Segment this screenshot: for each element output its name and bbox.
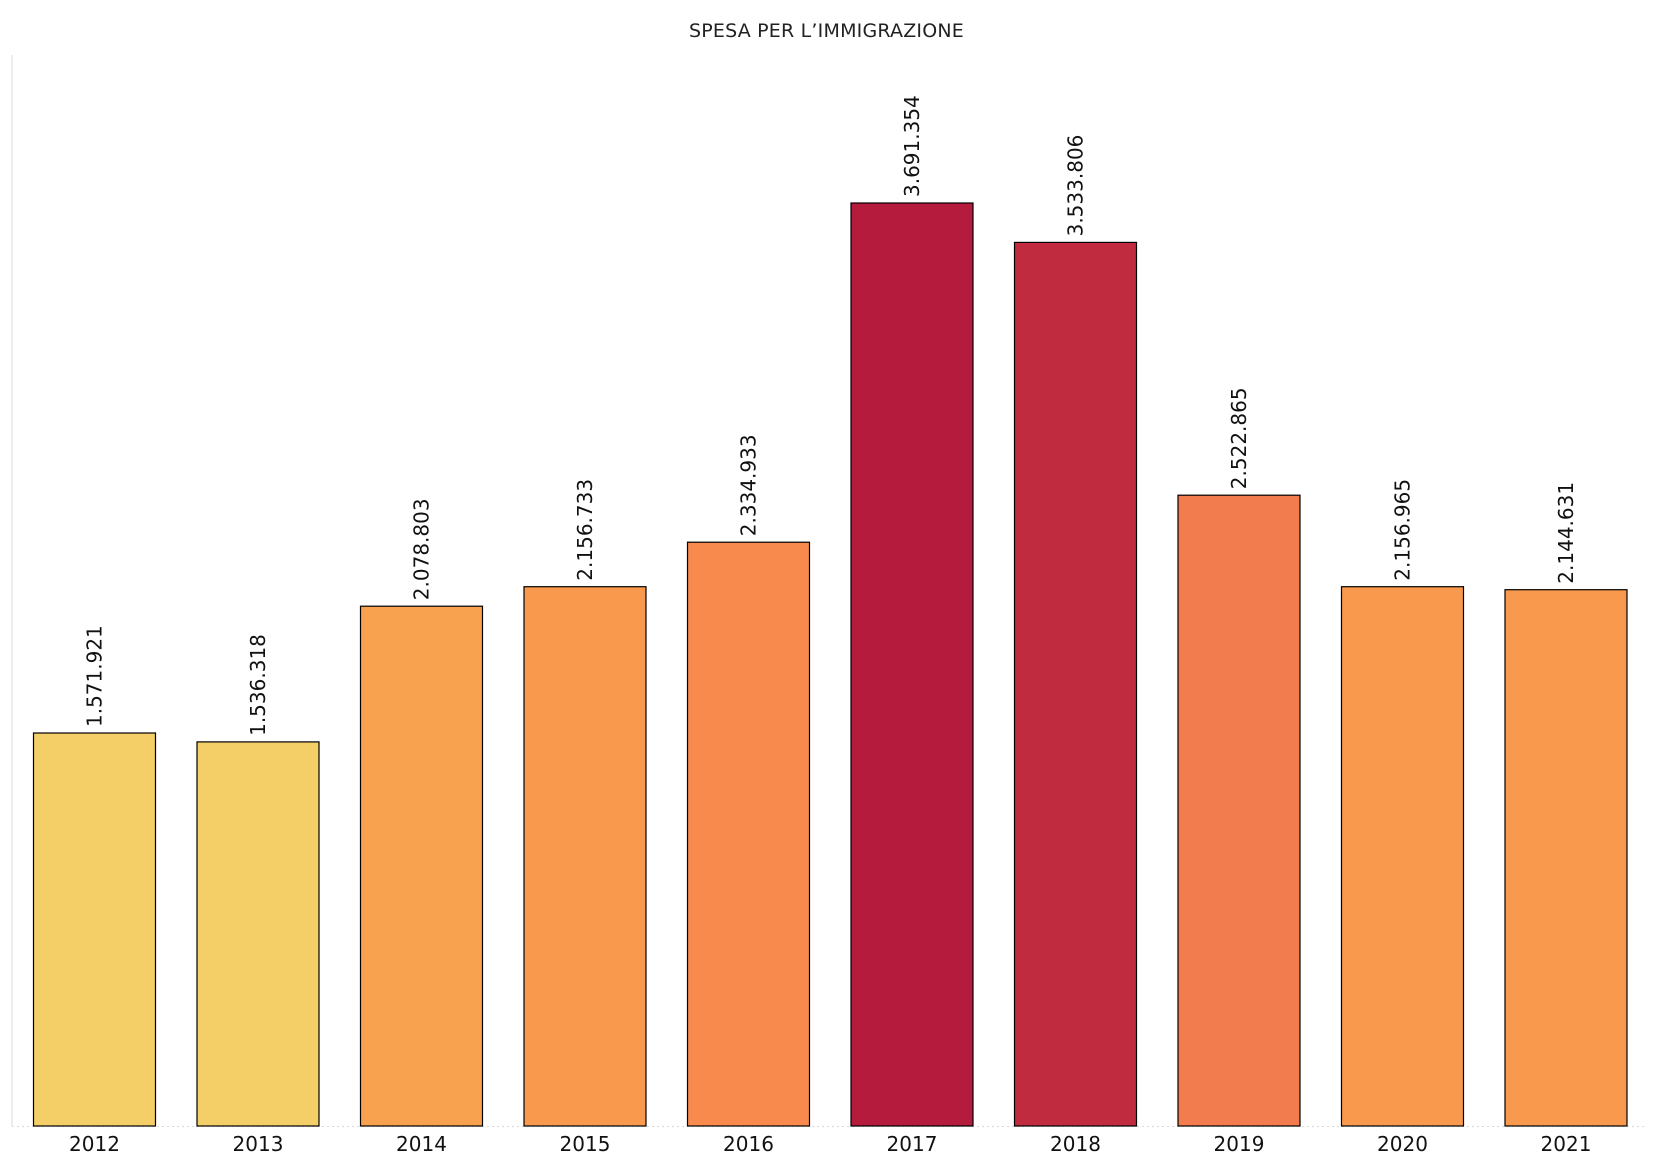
bar-2020 xyxy=(1340,586,1465,1127)
bar-2018 xyxy=(1013,241,1138,1127)
x-tick-label-2018: 2018 xyxy=(1050,1132,1101,1156)
bar-2016 xyxy=(686,541,811,1127)
bar-2015 xyxy=(523,586,647,1127)
x-tick-labels-group: 2012 2013 2014 2015 2016 2017 2018 2019 2020 2021 xyxy=(69,1132,1591,1156)
value-label-2016: 2.334.933 xyxy=(737,434,761,536)
x-tick-label-2015: 2015 xyxy=(560,1132,611,1156)
value-label-2020: 2.156.965 xyxy=(1391,479,1415,581)
value-label-2018: 3.533.806 xyxy=(1064,135,1088,237)
bar-2019 xyxy=(1177,494,1301,1127)
x-tick-label-2021: 2021 xyxy=(1541,1132,1592,1156)
x-tick-label-2019: 2019 xyxy=(1214,1132,1265,1156)
bar-2021 xyxy=(1504,589,1628,1127)
value-label-2021: 2.144.631 xyxy=(1554,482,1578,584)
bar-2012 xyxy=(32,732,157,1127)
x-tick-label-2012: 2012 xyxy=(69,1132,120,1156)
value-label-2017: 3.691.354 xyxy=(900,95,924,197)
value-label-2012: 1.571.921 xyxy=(83,625,107,727)
bar-2013 xyxy=(196,741,320,1127)
x-tick-label-2016: 2016 xyxy=(723,1132,774,1156)
value-label-2014: 2.078.803 xyxy=(410,498,434,600)
bar-2017 xyxy=(850,202,974,1127)
x-tick-label-2020: 2020 xyxy=(1377,1132,1428,1156)
value-label-2019: 2.522.865 xyxy=(1227,387,1251,489)
value-label-2013: 1.536.318 xyxy=(246,634,270,736)
bars-group xyxy=(32,202,1628,1127)
x-tick-label-2014: 2014 xyxy=(396,1132,447,1156)
bar-2014 xyxy=(359,605,484,1127)
chart-axes xyxy=(11,55,1647,1127)
chart-title: SPESA PER L’IMMIGRAZIONE xyxy=(688,20,965,42)
x-tick-label-2013: 2013 xyxy=(233,1132,284,1156)
x-tick-label-2017: 2017 xyxy=(887,1132,938,1156)
value-labels-group: 1.571.921 1.536.318 2.078.803 2.156.733 2.33… xyxy=(83,95,1579,736)
value-label-2015: 2.156.733 xyxy=(573,479,597,581)
